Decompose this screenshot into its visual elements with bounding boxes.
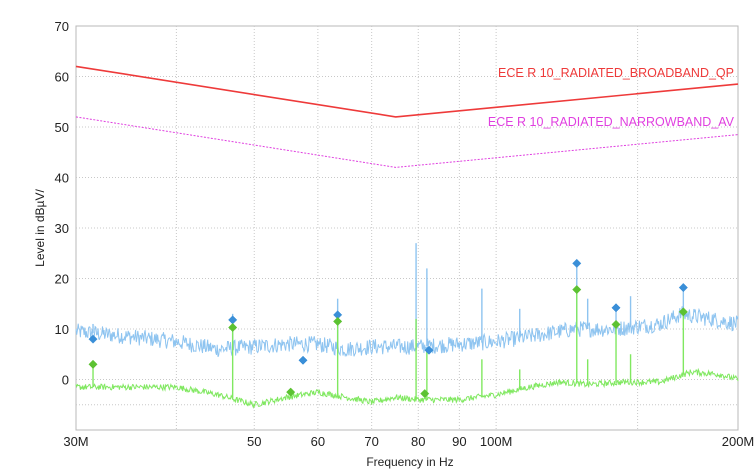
peak-marker <box>88 334 98 344</box>
y-tick-label: 0 <box>62 373 69 388</box>
final-markers <box>88 258 688 399</box>
y-axis-title: Level in dBµV/ <box>33 189 47 267</box>
y-tick-label: 70 <box>55 19 69 34</box>
narrowband-limit-line <box>75 116 739 168</box>
y-tick-label: 30 <box>55 221 69 236</box>
x-tick-label: 90 <box>452 434 466 449</box>
average-marker <box>572 285 582 295</box>
average-marker <box>420 389 430 399</box>
y-tick-label: 60 <box>55 70 69 85</box>
x-tick-label: 80 <box>411 434 425 449</box>
y-tick-label: 50 <box>55 120 69 135</box>
average-marker <box>286 387 296 397</box>
x-tick-label: 100M <box>480 434 513 449</box>
peak-marker <box>611 303 621 313</box>
peak-marker <box>298 355 308 365</box>
x-axis-title: Frequency in Hz <box>366 455 453 469</box>
peak-marker <box>424 345 434 355</box>
x-tick-label: 50 <box>247 434 261 449</box>
peak-marker <box>678 283 688 293</box>
y-tick-label: 10 <box>55 322 69 337</box>
grid <box>76 26 738 430</box>
y-tick-label: 20 <box>55 272 69 287</box>
broadband-limit-line <box>75 65 739 118</box>
broadband-limit-label: ECE R 10_RADIATED_BROADBAND_QP <box>498 66 734 80</box>
average-marker <box>678 307 688 317</box>
peak-marker <box>572 258 582 268</box>
y-tick-label: 40 <box>55 171 69 186</box>
average-trace <box>75 367 739 409</box>
average-marker <box>88 359 98 369</box>
tick-labels: 0 10 20 30 40 50 60 70 30M 50 60 70 80 90 100M 200M <box>55 19 755 449</box>
peak-trace <box>75 306 739 358</box>
average-marker <box>228 322 238 333</box>
x-tick-label: 30M <box>63 434 88 449</box>
average-marker <box>333 316 343 326</box>
narrowband-limit-label: ECE R 10_RADIATED_NARROWBAND_AV <box>488 115 735 129</box>
limit-lines <box>75 65 739 168</box>
x-tick-label: 200M <box>722 434 755 449</box>
average-marker <box>611 319 621 330</box>
x-tick-label: 70 <box>364 434 378 449</box>
x-tick-label: 60 <box>311 434 325 449</box>
